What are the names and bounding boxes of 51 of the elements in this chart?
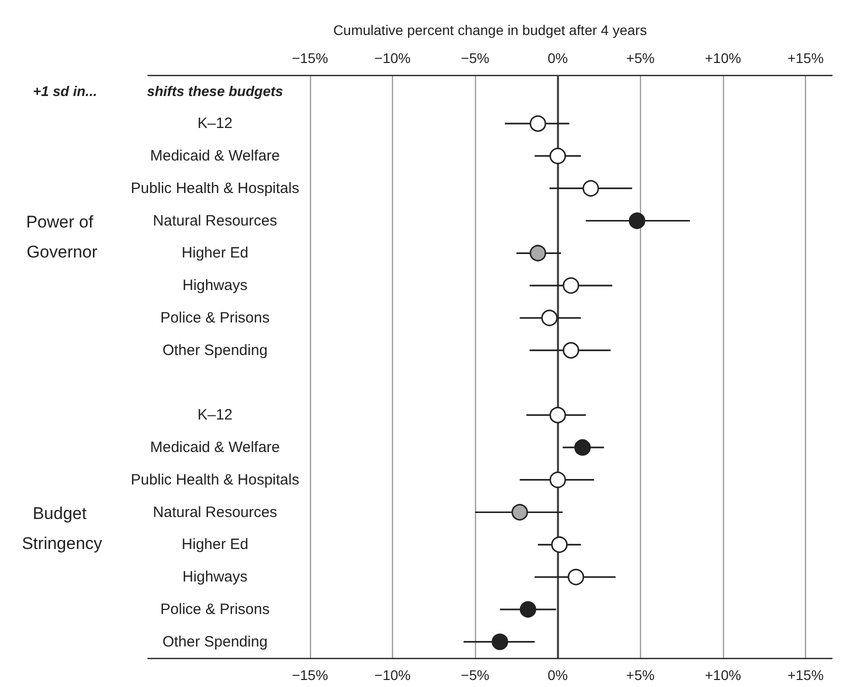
point [492,634,508,650]
y-tick-label: Public Health & Hospitals [130,471,300,488]
point [550,406,566,424]
y-tick-label: Natural Resources [152,212,278,230]
y-tick-label: Higher Ed [182,536,248,554]
x2-tick-label: 0% [548,667,568,683]
y-tick-label: Other Spending [162,342,268,359]
point [550,148,566,164]
x2-tick-label: +10% [704,667,742,683]
x2-tick-label: −10% [374,667,411,683]
y-tick-label: Other Spending [162,633,268,650]
point [550,472,566,488]
x-tick-label: 0% [548,50,568,66]
point [628,212,646,229]
x2-tick-label: +15% [787,667,824,683]
point [541,310,558,326]
point [568,568,584,586]
point [530,244,546,262]
y-tick-label: K–12 [197,406,233,424]
x-tick-label: −5% [460,50,490,66]
y-tick-label: Public Health & Hospitals [130,180,300,197]
x2-tick-label: +5% [626,667,655,683]
text: Budget Stringency [22,504,103,553]
x2-axis-title: Cumulative percent change in budget after 4 years [333,22,647,38]
y-tick-label: Natural Resources [152,504,278,521]
text: +1 sd in... [32,83,98,100]
x-tick-label: +15% [787,50,824,66]
x-tick-label: +10% [704,50,742,66]
y-tick-label: Highways [182,568,248,586]
y-tick-label: Medicaid & Welfare [150,147,280,164]
point [520,601,536,618]
x2-tick-label: −5% [460,667,490,683]
point [551,536,568,553]
y-tick-label: K–12 [197,115,233,132]
point [574,439,591,456]
y-tick-label: Medicaid & Welfare [150,438,280,456]
annotation: shifts these budgets [146,83,284,100]
x-tick-label: +5% [626,50,655,66]
text: Power of Governor [26,212,98,262]
point [530,115,546,132]
x2-tick-label: −15% [292,667,328,683]
y-tick-label: Police & Prisons [160,309,270,326]
point [512,504,528,520]
y-tick-label: Police & Prisons [160,600,270,618]
y-tick-label: Highways [182,277,248,294]
point [562,277,580,294]
y-tick-label: Higher Ed [182,244,248,262]
x-tick-label: −10% [374,50,411,66]
point [582,180,600,197]
point [562,342,580,359]
x-tick-label: −15% [292,50,328,66]
